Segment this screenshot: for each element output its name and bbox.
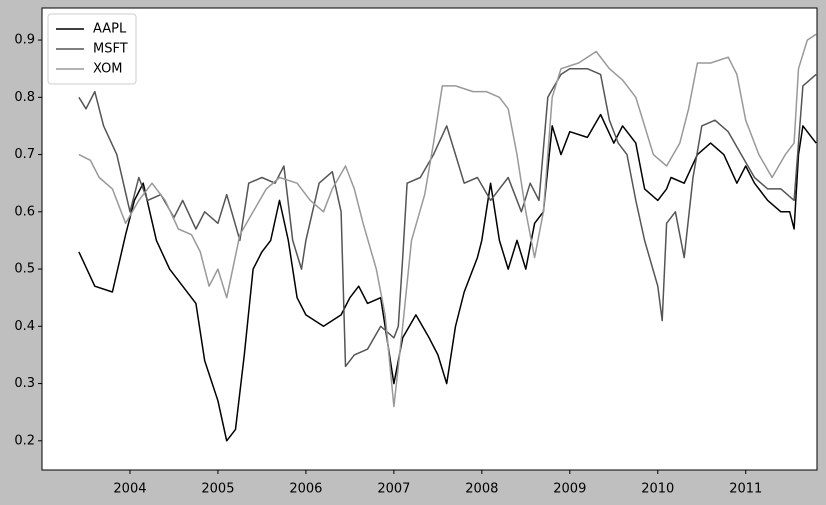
legend-label: AAPL <box>93 22 127 37</box>
legend-label: MSFT <box>93 42 128 57</box>
series-line <box>78 67 817 368</box>
x-tick-label: 2011 <box>729 482 762 497</box>
y-tick-label: 0.9 <box>14 33 35 48</box>
x-tick-label: 2005 <box>201 482 234 497</box>
series-line <box>78 33 817 408</box>
y-tick-label: 0.6 <box>14 204 35 219</box>
series-line <box>78 113 817 442</box>
y-tick-label: 0.8 <box>14 90 35 105</box>
y-tick-label: 0.7 <box>14 147 35 162</box>
x-tick-label: 2009 <box>553 482 586 497</box>
legend-box <box>47 13 137 85</box>
y-tick-label: 0.4 <box>14 319 35 334</box>
y-tick-label: 0.3 <box>14 376 35 391</box>
x-tick-label: 2008 <box>465 482 498 497</box>
y-tick-label: 0.2 <box>14 433 35 448</box>
x-tick-label: 2010 <box>641 482 674 497</box>
y-tick-label: 0.5 <box>14 262 35 277</box>
x-tick-label: 2007 <box>377 482 410 497</box>
x-tick-label: 2004 <box>113 482 146 497</box>
plot-area <box>41 7 818 471</box>
x-tick-label: 2006 <box>289 482 322 497</box>
legend-label: XOM <box>93 62 123 77</box>
